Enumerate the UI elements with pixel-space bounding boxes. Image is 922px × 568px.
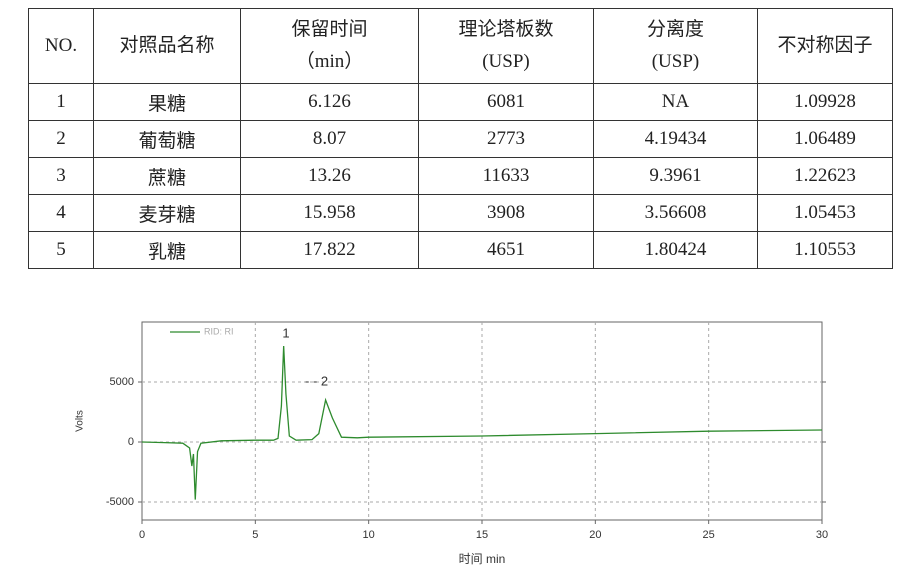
table-cell: 1.09928 — [757, 83, 893, 121]
table-cell: 9.3961 — [593, 157, 758, 195]
chromatogram: 0 5 10 15 20 25 30 -5000 0 5000 RID: RI 1 - - 2 时间 mi… — [75, 321, 828, 566]
header-text: 不对称因子 — [777, 35, 873, 56]
x-tick-label: 30 — [816, 529, 828, 541]
header-cell: 对照品名称 — [93, 8, 241, 84]
table-cell: 1.10553 — [757, 231, 893, 269]
header-cell: 保留时间 （min） — [240, 8, 419, 84]
legend-label: RID: RI — [204, 326, 234, 336]
header-text: (USP) — [482, 51, 530, 72]
table-cell: 1.05453 — [757, 194, 893, 232]
header-text: 分离度 — [646, 19, 704, 40]
header-cell: 分离度 (USP) — [593, 8, 758, 84]
header-text: NO. — [44, 35, 78, 56]
table-cell: 15.958 — [240, 194, 419, 232]
header-text: 保留时间 — [291, 19, 368, 40]
x-tick-label: 20 — [589, 529, 601, 541]
header-text: 对照品名称 — [119, 35, 215, 56]
header-cell: 不对称因子 — [757, 8, 893, 84]
x-tick-label: 5 — [252, 529, 258, 541]
table-row: 1 果糖 6.126 6081 NA 1.09928 — [28, 83, 893, 121]
table-cell: 葡萄糖 — [93, 120, 241, 158]
header-cell: 理论塔板数 (USP) — [418, 8, 594, 84]
table-cell: 乳糖 — [93, 231, 241, 269]
annotation: - - 2 — [305, 373, 328, 388]
table-cell: 蔗糖 — [93, 157, 241, 195]
table-cell: 麦芽糖 — [93, 194, 241, 232]
table-cell: 13.26 — [240, 157, 419, 195]
x-tick-label: 25 — [703, 529, 715, 541]
x-tick-label: 15 — [476, 529, 488, 541]
table-cell: 11633 — [418, 157, 594, 195]
table-cell: 4651 — [418, 231, 594, 269]
table-body: 1 果糖 6.126 6081 NA 1.09928 2 葡萄糖 8.07 2773 4.19434… — [28, 83, 893, 269]
table-cell: 果糖 — [93, 83, 241, 121]
table-row: 5 乳糖 17.822 4651 1.80424 1.10553 — [28, 231, 893, 269]
table-cell: 2 — [28, 120, 94, 158]
table-cell: 4.19434 — [593, 120, 758, 158]
header-text: 理论塔板数 — [458, 19, 554, 40]
table-cell: 1.80424 — [593, 231, 758, 269]
header-text: （min） — [295, 51, 364, 72]
table-cell: 1.22623 — [757, 157, 893, 195]
y-tick-label: -5000 — [106, 496, 134, 508]
table-cell: 4 — [28, 194, 94, 232]
table-cell: 1 — [28, 83, 94, 121]
table-cell: NA — [593, 83, 758, 121]
table-row: 4 麦芽糖 15.958 3908 3.56608 1.05453 — [28, 194, 893, 232]
header-cell: NO. — [28, 8, 94, 84]
table-cell: 3 — [28, 157, 94, 195]
table-cell: 8.07 — [240, 120, 419, 158]
table-cell: 5 — [28, 231, 94, 269]
y-tick-label: 0 — [128, 436, 134, 448]
table-cell: 17.822 — [240, 231, 419, 269]
table-row: 3 蔗糖 13.26 11633 9.3961 1.22623 — [28, 157, 893, 195]
table-cell: 6.126 — [240, 83, 419, 121]
table-cell: 6081 — [418, 83, 594, 121]
table-row: 2 葡萄糖 8.07 2773 4.19434 1.06489 — [28, 120, 893, 158]
x-axis-label: 时间 min — [459, 552, 506, 566]
results-table: NO. 对照品名称 保留时间 （min） 理论塔板数 (USP) 分离度 (USP) 不对称因子… — [28, 8, 893, 269]
y-tick-label: 5000 — [110, 376, 134, 388]
y-axis-label: Volts — [75, 410, 86, 432]
table-cell: 2773 — [418, 120, 594, 158]
trace — [141, 345, 823, 500]
table-cell: 1.06489 — [757, 120, 893, 158]
header-row: NO. 对照品名称 保留时间 （min） 理论塔板数 (USP) 分离度 (USP) 不对称因子 — [28, 8, 893, 84]
x-tick-label: 0 — [139, 529, 145, 541]
table-cell: 3908 — [418, 194, 594, 232]
annotation: 1 — [282, 325, 289, 340]
x-tick-label: 10 — [363, 529, 375, 541]
header-text: (USP) — [651, 51, 700, 72]
table-cell: 3.56608 — [593, 194, 758, 232]
